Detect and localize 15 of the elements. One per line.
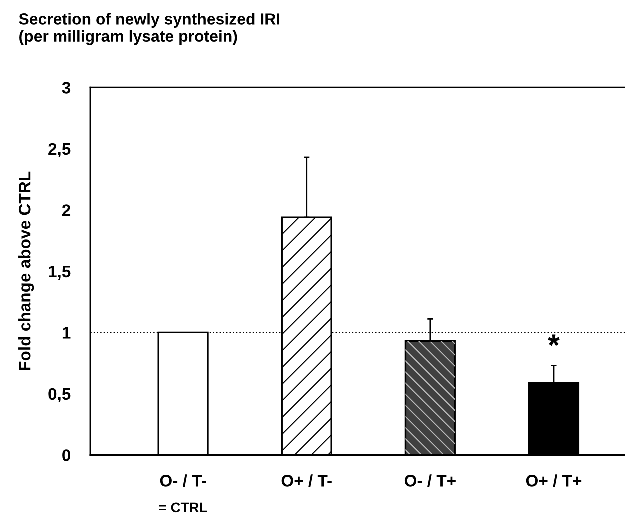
y-tick-label: 1 — [62, 327, 71, 339]
x-tick-label: O- / T+ — [404, 474, 456, 488]
annotation: * — [548, 334, 560, 346]
y-tick-label: 0 — [62, 450, 70, 462]
y-tick-label: 0,5 — [48, 388, 71, 403]
y-axis-title: Fold change above CTRL — [18, 172, 34, 370]
x-tick-label: O+ / T- — [282, 474, 332, 488]
chart-title: Secretion of newly synthesized IRI (per milligram lysate protein) — [19, 13, 280, 46]
y-tick-label: 3 — [62, 82, 71, 94]
y-tick-label: 2 — [62, 204, 71, 216]
text: = CTRL — [159, 502, 208, 513]
y-tick-label: 1,5 — [49, 266, 71, 280]
x-tick-label: O+ / T+ — [526, 474, 582, 488]
x-tick-label: O- / T- — [160, 474, 206, 488]
y-tick-label: 2,5 — [48, 143, 71, 158]
